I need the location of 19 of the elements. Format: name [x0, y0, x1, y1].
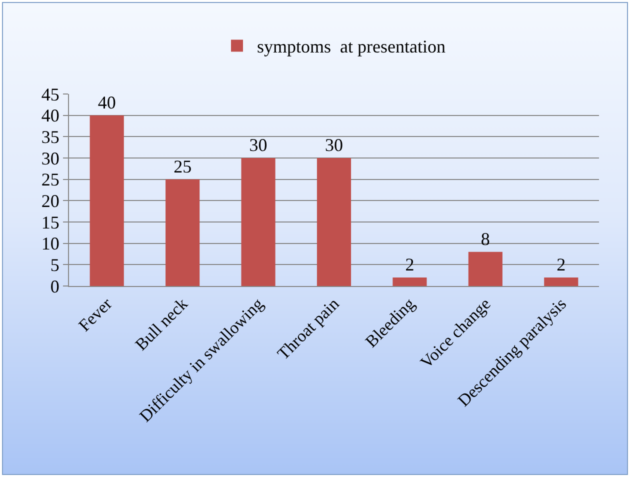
y-tick-label: 45: [41, 84, 60, 104]
y-tick-label: 15: [41, 212, 60, 232]
data-label: 25: [174, 156, 192, 176]
data-label: 40: [98, 92, 116, 112]
y-tick-label: 30: [41, 148, 60, 168]
y-tick-label: 35: [41, 126, 60, 147]
y-tick-label: 25: [41, 170, 60, 190]
legend-label: symptoms at presentation: [257, 36, 446, 57]
data-label: 30: [325, 135, 343, 155]
data-label: 8: [480, 228, 490, 249]
y-tick-label: 5: [50, 254, 60, 275]
data-label: 2: [556, 254, 566, 274]
data-label: 2: [405, 254, 414, 274]
y-tick-label: 40: [41, 106, 60, 126]
x-tick-label: Bull neck: [132, 294, 192, 354]
y-tick-label: 10: [41, 234, 60, 254]
y-tick-label: 20: [41, 190, 60, 211]
y-tick-label: 0: [50, 276, 60, 296]
data-label: 30: [249, 135, 268, 155]
